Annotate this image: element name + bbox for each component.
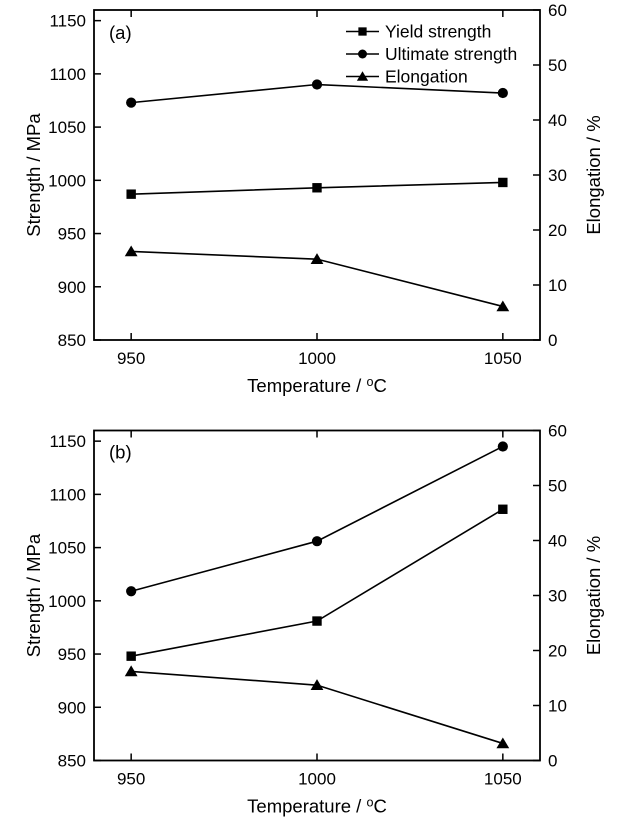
circle-marker-icon <box>311 79 323 90</box>
square-marker-icon <box>312 616 322 626</box>
legend-item-ultimate-strength: Ultimate strength <box>346 44 517 64</box>
y-tick-label-right: 60 <box>548 1 567 20</box>
circle-marker-icon <box>126 586 137 597</box>
y-tick-label-left: 950 <box>58 225 86 244</box>
chart-panel-b: 950 1000 1050 850 900 950 1000 1050 1100 1150 0 10 2… <box>0 412 627 824</box>
legend-label: Yield strength <box>385 22 491 42</box>
y-tick-label-left: 1050 <box>48 539 86 558</box>
figure-panel-a: 950 1000 1050 850 900 950 1000 1050 1100 1150 0 10 2… <box>23 1 604 396</box>
square-marker-icon <box>498 504 508 514</box>
y-axis-label-right: Elongation / % <box>583 115 604 234</box>
y-tick-label-right: 20 <box>548 642 567 661</box>
y-axis-label-left: Strength / MPa <box>23 533 44 657</box>
square-marker-icon <box>498 177 508 188</box>
triangle-marker-icon <box>310 253 324 264</box>
legend-circle-marker-icon <box>358 49 367 59</box>
y-tick-label-left: 1150 <box>49 12 86 31</box>
square-marker-icon <box>126 651 136 661</box>
square-marker-icon <box>126 189 136 199</box>
circle-marker-icon <box>497 441 508 452</box>
y-tick-label-right: 30 <box>548 587 567 606</box>
y-tick-label-left: 850 <box>58 752 86 771</box>
triangle-marker-icon <box>124 665 138 677</box>
triangle-marker-icon <box>124 245 138 257</box>
y-tick-label-left: 900 <box>58 698 86 717</box>
chart-panel-a: 950 1000 1050 850 900 950 1000 1050 1100 1150 0 10 2… <box>23 1 604 396</box>
y-tick-label-right: 0 <box>548 331 557 350</box>
triangle-marker-icon <box>310 679 324 690</box>
panel-label: (b) <box>109 442 132 463</box>
y-tick-label-left: 1000 <box>48 171 86 190</box>
y-tick-label-left: 1000 <box>48 592 86 611</box>
legend-label: Ultimate strength <box>385 44 517 64</box>
triangle-marker-icon <box>496 737 510 749</box>
y-tick-label-right: 10 <box>548 276 567 295</box>
y-tick-label-right: 40 <box>548 111 567 130</box>
y-tick-label-left: 1100 <box>49 485 86 504</box>
figure-panel-b: 950 1000 1050 850 900 950 1000 1050 1100 1150 0 10 2… <box>0 412 627 824</box>
circle-marker-icon <box>311 536 323 547</box>
y-tick-label-left: 850 <box>58 331 86 350</box>
y-axis-label-right: Elongation / % <box>583 536 604 655</box>
plot-frame <box>93 429 541 762</box>
x-tick-label: 950 <box>117 349 145 368</box>
legend-square-marker-icon <box>358 27 367 36</box>
y-tick-label-left: 1150 <box>49 432 86 451</box>
legend-item-elongation: Elongation <box>346 67 468 87</box>
x-axis-label: Temperature / oC <box>247 796 387 817</box>
x-tick-label: 1050 <box>484 349 522 368</box>
y-tick-label-right: 60 <box>548 422 567 441</box>
x-tick-label: 950 <box>117 770 145 789</box>
x-tick-label: 1000 <box>298 349 336 368</box>
y-tick-label-left: 900 <box>58 278 86 297</box>
legend-label: Elongation <box>385 67 468 87</box>
triangle-marker-icon <box>496 300 510 312</box>
y-tick-label-right: 50 <box>548 56 567 75</box>
x-axis-label: Temperature / oC <box>247 375 387 396</box>
series-line-ultimate-strength <box>130 445 504 593</box>
y-tick-label-right: 20 <box>548 221 567 240</box>
legend-triangle-marker-icon <box>356 71 369 81</box>
y-tick-label-right: 0 <box>548 752 557 771</box>
series-line-yield-strength <box>131 508 504 657</box>
y-axis-label-left: Strength / MPa <box>23 113 44 237</box>
square-marker-icon <box>312 183 322 193</box>
y-tick-label-left: 1050 <box>48 118 86 137</box>
x-tick-label: 1000 <box>298 770 336 789</box>
circle-marker-icon <box>497 87 508 99</box>
y-tick-label-right: 50 <box>548 477 567 496</box>
y-tick-label-right: 30 <box>548 166 567 185</box>
y-tick-label-right: 10 <box>548 697 567 716</box>
y-tick-label-left: 950 <box>58 645 86 664</box>
y-tick-label-right: 40 <box>548 532 567 551</box>
x-tick-label: 1050 <box>484 770 522 789</box>
y-tick-label-left: 1100 <box>49 65 86 84</box>
legend-item-yield-strength: Yield strength <box>346 22 491 42</box>
circle-marker-icon <box>126 97 137 108</box>
panel-label: (a) <box>109 22 132 43</box>
